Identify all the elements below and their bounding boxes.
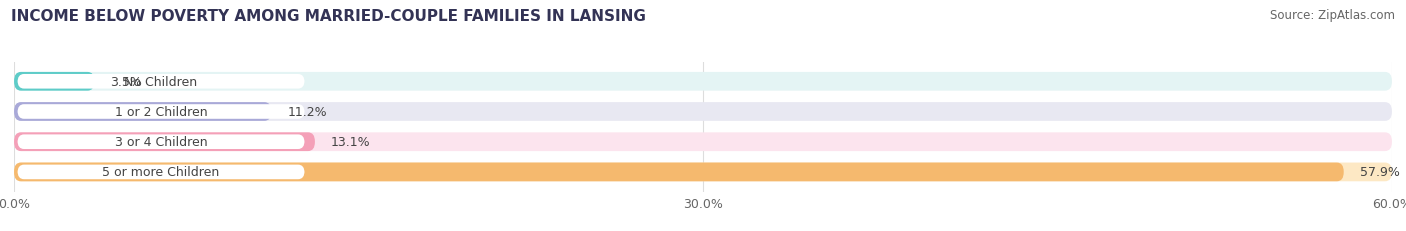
Text: 13.1%: 13.1% <box>330 136 371 149</box>
Text: INCOME BELOW POVERTY AMONG MARRIED-COUPLE FAMILIES IN LANSING: INCOME BELOW POVERTY AMONG MARRIED-COUPL… <box>11 9 647 24</box>
Text: 11.2%: 11.2% <box>287 106 328 119</box>
FancyBboxPatch shape <box>14 133 1392 151</box>
FancyBboxPatch shape <box>17 75 305 89</box>
Text: 57.9%: 57.9% <box>1360 166 1399 179</box>
Text: 1 or 2 Children: 1 or 2 Children <box>115 106 207 119</box>
FancyBboxPatch shape <box>14 103 271 121</box>
Text: Source: ZipAtlas.com: Source: ZipAtlas.com <box>1270 9 1395 22</box>
Text: 3 or 4 Children: 3 or 4 Children <box>115 136 207 149</box>
FancyBboxPatch shape <box>14 163 1344 182</box>
FancyBboxPatch shape <box>14 103 1392 121</box>
FancyBboxPatch shape <box>14 73 1392 91</box>
FancyBboxPatch shape <box>14 73 94 91</box>
FancyBboxPatch shape <box>14 133 315 151</box>
FancyBboxPatch shape <box>17 135 305 149</box>
Text: 3.5%: 3.5% <box>111 76 142 88</box>
FancyBboxPatch shape <box>14 163 1392 182</box>
Text: No Children: No Children <box>125 76 198 88</box>
FancyBboxPatch shape <box>17 105 305 119</box>
Text: 5 or more Children: 5 or more Children <box>103 166 219 179</box>
FancyBboxPatch shape <box>17 165 305 179</box>
